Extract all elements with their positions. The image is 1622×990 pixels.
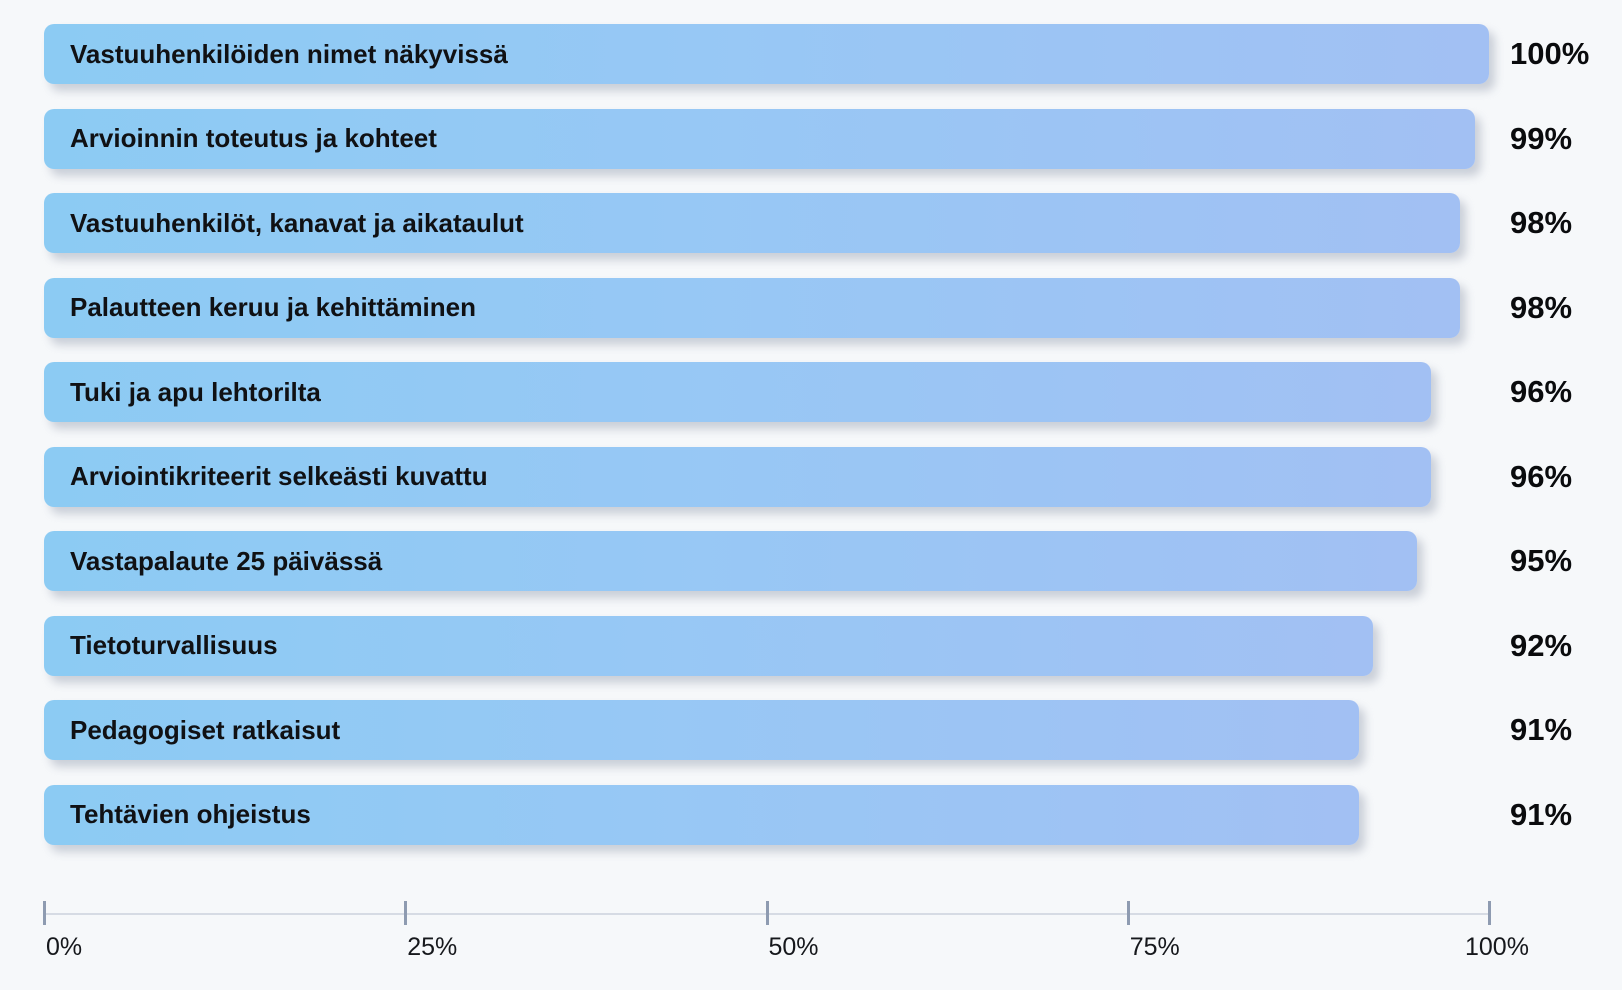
bar: Vastapalaute 25 päivässä [44,531,1417,591]
x-axis-tick-label: 25% [407,933,458,961]
bar: Tuki ja apu lehtorilta [44,362,1432,422]
bar-value-label: 100% [1510,36,1590,71]
bar-value-label: 91% [1510,712,1573,747]
bar-row: Vastapalaute 25 päivässä 95% [0,531,1622,591]
x-axis-tick-label: 0% [46,933,83,961]
bar-category-label: Arvioinnin toteutus ja kohteet [70,123,437,153]
bar-value-label: 91% [1510,796,1573,832]
x-axis-tick-mark [765,901,769,925]
bar-value-label: 92% [1510,627,1573,663]
bar-category-label: Arviointikriteerit selkeästi kuvattu [70,461,488,491]
bar-category-label: Vastapalaute 25 päivässä [70,545,383,576]
x-axis-tick-mark [43,901,46,925]
x-axis-tick-mark [1488,901,1491,925]
bar-value-label: 96% [1510,374,1573,409]
bar: Tietoturvallisuus [44,615,1374,676]
bar-row: Tietoturvallisuus 92% [0,615,1622,676]
bar-category-label: Palautteen keruu ja kehittäminen [70,292,477,322]
bar-row: Vastuuhenkilöt, kanavat ja aikataulut 98… [0,193,1622,253]
bar-value-label: 95% [1510,543,1573,578]
bar-category-label: Pedagogiset ratkaisut [70,714,341,745]
bar-value-label: 96% [1510,458,1573,494]
x-axis-tick-label: 100% [1465,933,1529,961]
bar-row: Palautteen keruu ja kehittäminen 98% [0,277,1622,338]
bar: Arvioinnin toteutus ja kohteet [44,108,1475,169]
bar-value-label: 98% [1510,205,1573,240]
bar-row: Tuki ja apu lehtorilta 96% [0,362,1622,422]
bar-category-label: Vastuuhenkilöt, kanavat ja aikataulut [70,207,524,238]
bar-category-label: Tuki ja apu lehtorilta [70,376,321,407]
bar-row: Pedagogiset ratkaisut 91% [0,700,1622,760]
bar-row: Arviointikriteerit selkeästi kuvattu 96% [0,446,1622,507]
bar-row: Vastuuhenkilöiden nimet näkyvissä 100% [0,24,1622,84]
x-axis-tick-mark [404,901,408,925]
bar: Vastuuhenkilöiden nimet näkyvissä [44,24,1489,84]
x-axis-tick-label: 75% [1129,933,1180,961]
bar-category-label: Tehtävien ohjeistus [70,799,311,829]
bar: Pedagogiset ratkaisut [44,700,1359,760]
bar-value-label: 98% [1510,289,1573,325]
x-axis-tick-label: 50% [768,933,819,961]
bar: Tehtävien ohjeistus [44,784,1359,845]
bar: Arviointikriteerit selkeästi kuvattu [44,446,1432,507]
x-axis-tick-mark [1126,901,1130,925]
bar: Palautteen keruu ja kehittäminen [44,277,1461,338]
bar-row: Arvioinnin toteutus ja kohteet 99% [0,108,1622,169]
bar-category-label: Vastuuhenkilöiden nimet näkyvissä [70,38,508,69]
bar-row: Tehtävien ohjeistus 91% [0,784,1622,845]
bar-category-label: Tietoturvallisuus [70,630,278,660]
bar-value-label: 99% [1510,120,1573,156]
bar: Vastuuhenkilöt, kanavat ja aikataulut [44,193,1461,253]
